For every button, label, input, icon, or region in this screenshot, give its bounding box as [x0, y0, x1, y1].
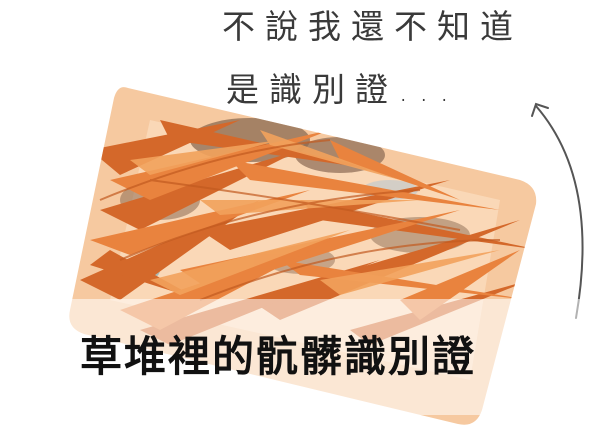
curved-arrow-icon — [531, 102, 584, 319]
speech-line-2: 是識別證... — [226, 70, 460, 109]
caption-title: 草堆裡的骯髒識別證 — [80, 332, 477, 381]
speech-line-1: 不說我還不知道 — [222, 7, 523, 46]
caption-band — [66, 299, 610, 415]
